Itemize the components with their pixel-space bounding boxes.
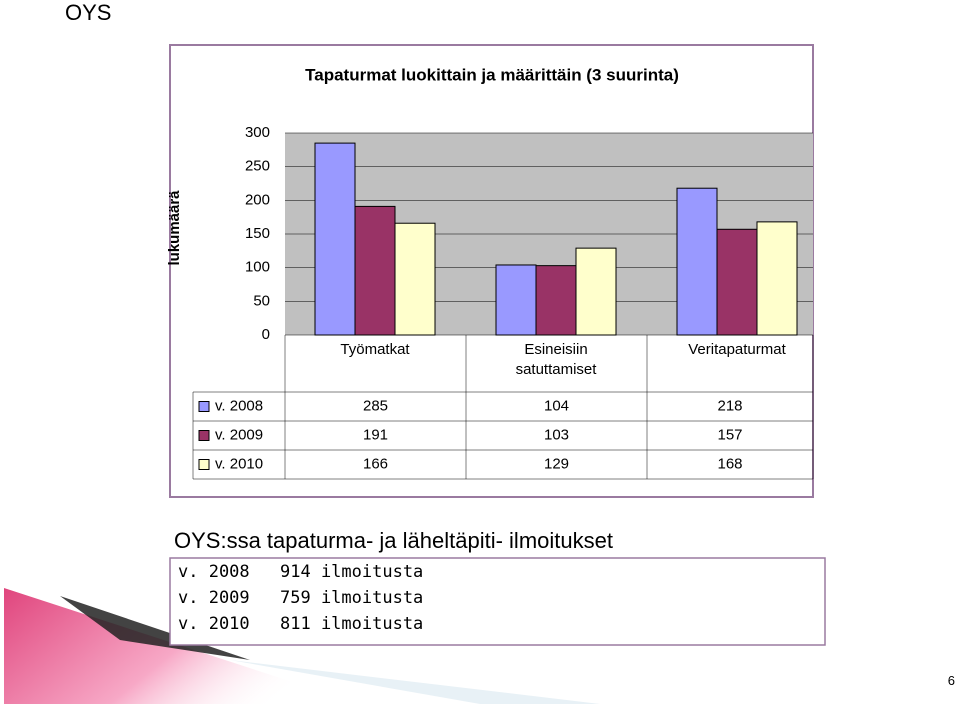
y-tick-label: 200 (245, 191, 270, 208)
x-tick-label-text: Työmatkat (340, 341, 410, 358)
bar (354, 205, 396, 336)
summary-year-text: v. 2010 (178, 614, 250, 634)
data-label: 218 (717, 397, 742, 414)
summary-text-text: 759 ilmoitusta (280, 588, 424, 608)
legend-swatch (198, 401, 210, 412)
data-label: 191 (363, 426, 388, 443)
data-label: 168 (717, 455, 742, 472)
data-label: 166 (363, 455, 388, 472)
y-tick-label: 50 (253, 292, 270, 309)
swoosh-light (230, 660, 600, 704)
y-tick-label: 0 (262, 326, 270, 343)
summary-box (169, 557, 826, 646)
bar (756, 221, 798, 336)
summary-text-text: 914 ilmoitusta (280, 562, 424, 582)
bar (495, 264, 537, 336)
x-tick-label: Veritapaturmat (667, 340, 807, 360)
x-tick-label: Työmatkat (305, 340, 445, 360)
bar (676, 187, 718, 336)
summary-year-text: v. 2008 (178, 562, 250, 582)
summary-year: v. 2010 (178, 614, 250, 634)
x-tick-label-text: Veritapaturmat (688, 341, 786, 358)
data-label: 285 (363, 397, 388, 414)
data-label: 157 (717, 426, 742, 443)
x-tick-label: Esineisiin satuttamiset (486, 340, 626, 380)
summary-text: 914 ilmoitusta (280, 562, 423, 582)
legend-label: v. 2010 (215, 455, 263, 472)
y-axis-label: lukumäärä (166, 190, 183, 266)
header: OYS (65, 0, 112, 25)
chart-title: Tapaturmat luokittain ja määrittäin (3 s… (305, 65, 679, 84)
summary-year: v. 2009 (178, 588, 250, 608)
summary-year: v. 2008 (178, 562, 250, 582)
data-label: 103 (544, 426, 569, 443)
legend-label: v. 2009 (215, 426, 263, 443)
y-tick-label: 100 (245, 259, 270, 276)
summary-text: 759 ilmoitusta (280, 588, 423, 608)
data-label: 129 (544, 455, 569, 472)
bar (575, 247, 617, 336)
legend-label: v. 2008 (215, 397, 263, 414)
bar (314, 142, 356, 336)
summary-text-text: 811 ilmoitusta (280, 614, 424, 634)
summary-year-text: v. 2009 (178, 588, 250, 608)
y-tick-label: 250 (245, 158, 270, 175)
bar (716, 228, 758, 336)
x-tick-label-text: Esineisiin satuttamiset (515, 341, 597, 378)
bar (394, 222, 436, 336)
summary-title: OYS:ssa tapaturma- ja läheltäpiti- ilmoi… (174, 528, 613, 553)
data-label: 104 (544, 397, 569, 414)
y-tick-label: 150 (245, 225, 270, 242)
y-tick-label: 300 (245, 124, 270, 141)
bar (535, 265, 577, 336)
summary-text: 811 ilmoitusta (280, 614, 423, 634)
legend-swatch (198, 459, 210, 470)
page-number: 6 (947, 673, 955, 688)
legend-swatch (198, 430, 210, 441)
